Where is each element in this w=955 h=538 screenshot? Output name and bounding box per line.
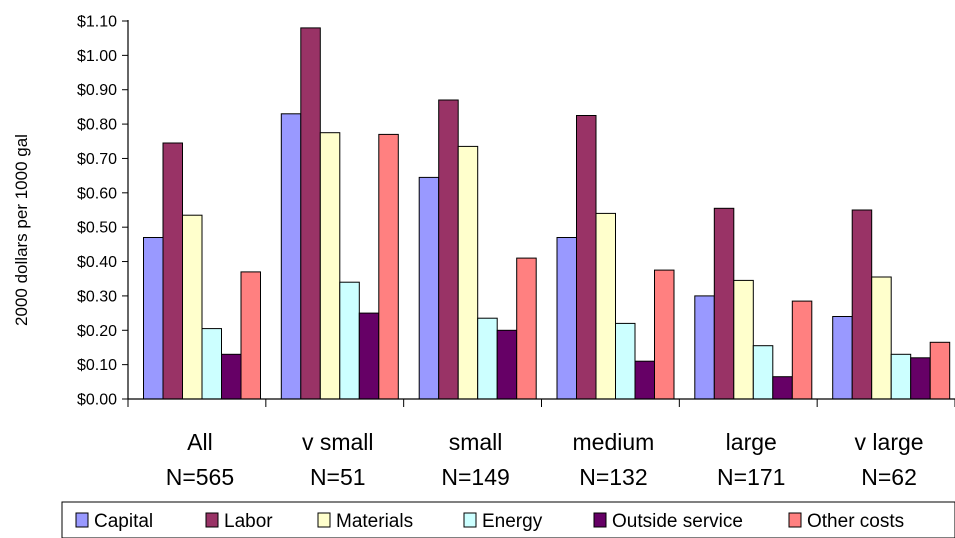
plot-area: $0.00 $0.10 $0.20 $0.30 $0.40 $0.50 $0.60 $0.70… (77, 14, 955, 490)
legend: Capital Labor Materials Energy Outside servi… (61, 501, 955, 538)
y-tick-label: $0.70 (77, 151, 117, 168)
x-category-label: v small (302, 429, 374, 455)
y-tick-label: $0.00 (77, 392, 117, 409)
x-category-label: All (187, 429, 213, 455)
bar-materials-medium (595, 212, 616, 400)
bar-outside-service-v-small (358, 312, 380, 400)
legend-swatch-energy (463, 512, 477, 528)
bar-labor-small (438, 99, 459, 400)
bar-other-costs-v-large (929, 341, 951, 400)
bar-outside-service-large (772, 376, 793, 400)
y-tick-label: $0.50 (77, 220, 117, 237)
bar-energy-large (752, 345, 774, 400)
bar-materials-small (457, 145, 479, 400)
bar-labor-medium (576, 115, 597, 400)
x-category-labels: All N=565 v small N=51 small N=149 medium N=132… (166, 429, 924, 490)
bar-other-costs-large (791, 300, 813, 400)
legend-label-labor: Labor (224, 511, 273, 532)
bar-materials-v-small (319, 132, 341, 400)
bar-materials-large (733, 279, 754, 400)
bar-energy-medium (615, 322, 636, 400)
x-category-label: v large (855, 429, 924, 455)
axes (122, 20, 955, 407)
bar-capital-v-large (832, 316, 853, 400)
y-tick-labels: $0.00 $0.10 $0.20 $0.30 $0.40 $0.50 $0.60 $0.70… (77, 14, 117, 409)
legend-swatch-materials (317, 512, 331, 528)
bar-other-costs-small (516, 257, 537, 400)
y-tick-label: $0.20 (77, 323, 117, 340)
legend-label-outside-service: Outside service (612, 511, 743, 532)
bar-energy-all (201, 328, 222, 400)
bar-other-costs-v-small (378, 133, 399, 400)
bar-outside-service-small (496, 329, 518, 400)
legend-swatch-other-costs (788, 512, 802, 528)
bar-other-costs-all (240, 271, 261, 400)
x-category-label: medium (573, 429, 655, 455)
legend-label-materials: Materials (336, 511, 413, 532)
legend-label-other-costs: Other costs (807, 511, 904, 532)
x-category-count: N=565 (166, 464, 234, 490)
bar-capital-all (143, 237, 164, 400)
bar-labor-all (162, 142, 183, 400)
x-category-count: N=149 (441, 464, 509, 490)
x-category-count: N=51 (310, 464, 366, 490)
x-category-count: N=62 (861, 464, 917, 490)
bar-labor-v-small (300, 27, 321, 400)
legend-label-capital: Capital (94, 511, 153, 532)
bar-labor-large (713, 207, 735, 400)
bar-energy-v-large (890, 353, 912, 400)
y-axis-label: 2000 dollars per 1000 gal (12, 134, 31, 326)
x-category-count: N=132 (579, 464, 647, 490)
bar-outside-service-all (221, 353, 242, 400)
y-tick-label: $0.10 (77, 357, 117, 374)
x-category-label: small (449, 429, 503, 455)
x-category-label: large (726, 429, 777, 455)
bar-capital-large (694, 295, 715, 400)
y-tick-label: $0.80 (77, 117, 117, 134)
bar-outside-service-medium (634, 360, 655, 400)
y-tick-label: $0.40 (77, 254, 117, 271)
legend-swatch-labor (205, 512, 219, 528)
legend-swatch-capital (75, 512, 89, 528)
y-tick-label: $1.10 (77, 14, 117, 31)
y-tick-label: $0.60 (77, 185, 117, 202)
x-category-count: N=171 (717, 464, 785, 490)
bar-materials-all (182, 214, 203, 400)
bar-labor-v-large (851, 209, 873, 400)
bars (143, 27, 951, 400)
legend-label-energy: Energy (482, 511, 543, 532)
y-tick-label: $0.30 (77, 288, 117, 305)
y-tick-label: $0.90 (77, 82, 117, 99)
bar-energy-v-small (339, 281, 360, 400)
bar-materials-v-large (871, 276, 892, 400)
bar-other-costs-medium (654, 269, 675, 400)
y-tick-label: $1.00 (77, 48, 117, 65)
bar-capital-v-small (280, 113, 302, 400)
bar-outside-service-v-large (910, 357, 931, 400)
bar-capital-medium (556, 237, 577, 400)
legend-swatch-outside-service (593, 512, 607, 528)
bar-capital-small (418, 176, 440, 400)
bar-energy-small (477, 317, 498, 400)
